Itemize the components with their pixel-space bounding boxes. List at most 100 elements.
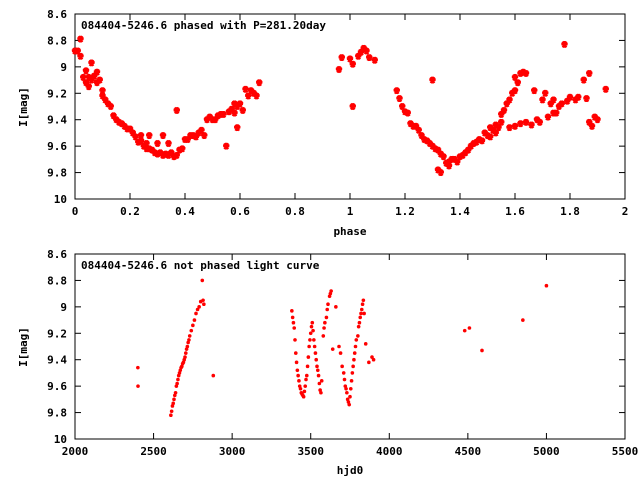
data-point	[527, 121, 536, 129]
data-point	[361, 298, 366, 303]
data-point	[76, 52, 85, 61]
x-tick-label: 1.4	[450, 205, 470, 218]
data-point	[601, 85, 610, 94]
data-point	[338, 351, 343, 355]
data-point	[169, 409, 174, 414]
data-point	[294, 360, 299, 365]
data-point	[579, 76, 588, 85]
data-point	[342, 377, 347, 382]
x-tick-label: 4000	[376, 445, 403, 458]
data-point	[324, 315, 329, 320]
data-point	[236, 99, 244, 108]
data-point	[345, 390, 349, 395]
data-point	[351, 364, 355, 369]
y-tick-label: 8.6	[47, 8, 67, 21]
axis-ticks	[74, 253, 626, 440]
data-point	[173, 390, 178, 395]
data-point	[486, 132, 495, 141]
y-tick-label: 8.6	[47, 248, 67, 261]
data-point	[436, 168, 445, 177]
data-point	[171, 401, 176, 406]
data-point	[557, 99, 566, 108]
data-point	[183, 355, 187, 359]
data-point	[153, 139, 162, 148]
data-point	[159, 131, 167, 140]
x-tick-label: 0	[72, 205, 79, 218]
x-tick-label: 5000	[533, 445, 560, 458]
x-tick-labels: 0 0.2 0.4 0.6 0.8 1 1.2 1.4 1.6 1.8 2	[72, 205, 629, 218]
data-point	[187, 334, 192, 338]
data-points	[71, 35, 610, 177]
data-point	[319, 390, 323, 395]
data-point	[335, 65, 343, 74]
data-point	[136, 384, 140, 388]
x-tick-label: 0.4	[175, 205, 195, 218]
data-point	[222, 142, 231, 151]
data-point	[317, 381, 322, 386]
data-point	[200, 131, 209, 140]
data-point	[197, 305, 201, 309]
data-point	[356, 324, 361, 329]
data-point	[585, 69, 594, 78]
data-point	[175, 381, 179, 386]
data-point	[392, 86, 401, 95]
data-point	[353, 344, 358, 349]
x-tick-label: 1	[347, 205, 354, 218]
data-point	[350, 371, 355, 375]
data-point	[462, 328, 467, 333]
data-point	[467, 326, 472, 330]
y-axis-label: I[mag]	[17, 87, 30, 127]
y-tick-label: 9	[60, 61, 67, 74]
data-point	[566, 93, 574, 102]
data-point	[200, 278, 205, 283]
y-tick-label: 9.2	[47, 87, 67, 100]
data-point	[362, 311, 366, 316]
data-point	[505, 123, 514, 132]
data-point	[362, 47, 371, 55]
y-tick-label: 9.6	[47, 380, 67, 393]
data-point	[348, 394, 352, 399]
data-point	[535, 118, 544, 127]
y-tick-labels: 8.6 8.8 9 9.2 9.4 9.6 9.8 10	[47, 8, 67, 206]
data-point	[301, 394, 306, 399]
data-point	[295, 368, 300, 373]
chart-title: 084404-5246.6 phased with P=281.20day	[81, 19, 326, 32]
data-point	[358, 315, 363, 320]
data-point	[313, 351, 318, 355]
data-point	[293, 338, 297, 342]
data-point	[290, 315, 295, 320]
x-tick-label: 0.8	[285, 205, 305, 218]
data-point	[329, 289, 333, 293]
data-point	[359, 307, 364, 312]
data-point	[359, 311, 363, 316]
data-point	[187, 338, 191, 342]
data-point	[348, 60, 357, 69]
data-point	[340, 364, 344, 369]
data-point	[84, 82, 93, 91]
data-point	[370, 355, 374, 359]
data-point	[522, 118, 530, 127]
data-point	[192, 318, 197, 322]
data-point	[296, 373, 300, 378]
x-tick-label: 0.6	[230, 205, 250, 218]
data-point	[290, 309, 294, 313]
data-point	[297, 379, 301, 383]
chart-title: 084404-5246.6 not phased light curve	[81, 259, 320, 272]
x-tick-label: 1.6	[505, 205, 525, 218]
y-tick-label: 9.2	[47, 327, 67, 340]
data-point	[344, 386, 348, 391]
data-point	[337, 344, 341, 349]
data-point	[252, 91, 261, 100]
data-point	[308, 338, 312, 342]
data-point	[314, 357, 319, 362]
x-axis-label: hjd0	[337, 464, 364, 477]
data-point	[106, 102, 115, 111]
data-point	[497, 110, 506, 119]
data-point	[505, 95, 514, 104]
data-point	[219, 110, 228, 119]
data-point	[530, 86, 539, 95]
y-tick-label: 9.4	[47, 114, 67, 127]
y-tick-label: 9.8	[47, 167, 67, 180]
data-point	[164, 139, 173, 148]
data-point	[352, 351, 357, 355]
